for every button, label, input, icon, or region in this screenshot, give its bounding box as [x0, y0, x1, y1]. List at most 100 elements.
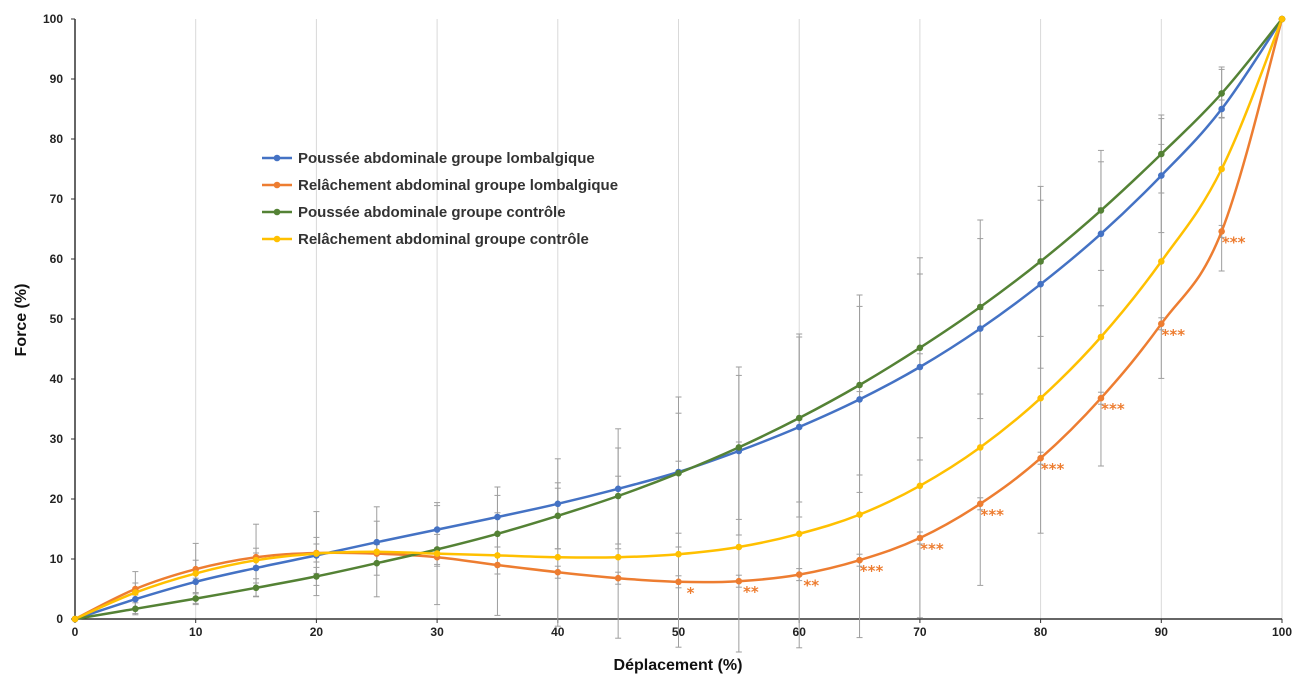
y-tick-labels: 0 10 20 30 40 50 60 70 80 90 100	[43, 12, 63, 626]
data-point-series-1	[373, 538, 381, 546]
data-point-series-4	[433, 550, 441, 557]
series-line-4	[74, 18, 1284, 621]
significance-stars: **	[803, 577, 819, 595]
y-tick-label: 90	[50, 72, 64, 86]
data-point-series-4	[494, 552, 501, 559]
data-point-series-2	[795, 571, 803, 578]
data-point-series-1	[1158, 172, 1165, 179]
data-point-series-3	[1158, 150, 1165, 158]
legend-label-2: Relâchement abdominal groupe lombalgique	[298, 177, 618, 194]
data-point-series-2	[1037, 454, 1044, 462]
data-point-series-2	[735, 577, 743, 585]
x-tick-label: 20	[310, 625, 324, 639]
data-point-series-1	[916, 363, 924, 371]
data-point-series-3	[916, 344, 924, 352]
data-point-series-3	[795, 414, 803, 422]
y-tick-label: 30	[50, 432, 64, 446]
data-point-series-4	[252, 556, 260, 564]
data-point-series-1	[494, 513, 501, 521]
significance-stars: ***	[920, 540, 944, 558]
y-tick-label: 40	[50, 372, 64, 386]
data-point-series-1	[554, 500, 562, 508]
data-point-series-2	[916, 534, 924, 542]
data-point-series-4	[675, 550, 682, 558]
data-point-series-1	[1037, 280, 1044, 288]
data-point-series-3	[1218, 90, 1225, 97]
data-point-series-4	[916, 482, 924, 490]
data-point-series-4	[132, 589, 139, 596]
data-point-series-4	[795, 530, 803, 538]
significance-stars: ***	[1162, 326, 1186, 344]
data-point-series-4	[313, 550, 320, 557]
x-tick-label: 30	[430, 625, 444, 639]
data-point-series-4	[1278, 15, 1286, 23]
data-point-series-1	[192, 578, 199, 586]
x-tick-label: 10	[189, 625, 203, 639]
data-point-series-2	[675, 578, 682, 586]
data-point-series-1	[976, 325, 984, 332]
data-point-series-4	[1158, 258, 1165, 265]
legend-marker-3	[273, 208, 281, 216]
legend-label-3: Poussée abdominale groupe contrôle	[298, 204, 566, 221]
data-point-series-2	[976, 500, 984, 508]
data-point-series-4	[373, 548, 381, 556]
data-point-series-4	[1037, 394, 1044, 402]
data-point-series-1	[252, 564, 260, 572]
data-point-series-3	[373, 559, 381, 567]
x-tick-label: 80	[1034, 625, 1048, 639]
data-point-series-3	[192, 595, 199, 602]
data-point-series-1	[132, 595, 139, 603]
y-tick-label: 10	[50, 552, 64, 566]
data-point-series-2	[1158, 320, 1165, 328]
series-points	[71, 15, 1286, 623]
data-point-series-3	[132, 605, 139, 613]
axes	[71, 18, 1283, 623]
significance-stars: ***	[1222, 233, 1246, 251]
data-point-series-4	[735, 543, 743, 551]
data-point-series-1	[1097, 230, 1105, 238]
data-point-series-2	[1097, 394, 1105, 402]
data-point-series-2	[614, 574, 622, 582]
y-axis-title: Force (%)	[13, 284, 30, 357]
significance-annotations: * ** ***********************	[687, 233, 1246, 601]
data-point-series-3	[856, 381, 863, 389]
significance-stars: *	[687, 584, 695, 602]
data-point-series-4	[192, 570, 199, 577]
data-point-series-4	[1218, 165, 1225, 173]
legend-label-1: Poussée abdominale groupe lombalgique	[298, 150, 595, 167]
data-point-series-4	[1097, 333, 1105, 341]
data-point-series-3	[494, 530, 501, 538]
data-point-series-3	[1037, 258, 1044, 265]
series-line-1	[74, 18, 1284, 621]
significance-stars: ***	[980, 506, 1004, 524]
y-tick-label: 80	[50, 132, 64, 146]
y-tick-label: 60	[50, 252, 64, 266]
y-tick-label: 20	[50, 492, 64, 506]
x-tick-labels: 0 10 20 30 40 50 60 70 80 90 100	[72, 625, 1293, 639]
series-line-2	[74, 18, 1284, 621]
x-tick-label: 70	[913, 625, 927, 639]
data-point-series-4	[614, 553, 622, 561]
significance-stars: ***	[860, 562, 884, 580]
y-tick-label: 70	[50, 192, 64, 206]
data-point-series-3	[554, 512, 562, 520]
data-point-series-3	[976, 303, 984, 311]
significance-stars: **	[743, 583, 759, 601]
y-tick-label: 50	[50, 312, 64, 326]
data-point-series-2	[1218, 228, 1225, 235]
data-point-series-2	[494, 561, 501, 569]
data-point-series-3	[675, 469, 682, 477]
legend: Poussée abdominale groupe lombalgique Rel…	[262, 150, 618, 248]
significance-stars: ***	[1041, 460, 1065, 478]
data-point-series-3	[252, 584, 260, 592]
data-point-series-1	[614, 485, 622, 493]
data-point-series-1	[1218, 105, 1225, 113]
x-tick-label: 100	[1272, 625, 1292, 639]
y-tick-label: 100	[43, 12, 63, 26]
legend-marker-1	[273, 154, 281, 162]
data-point-series-3	[614, 492, 622, 500]
data-point-series-2	[554, 568, 562, 576]
data-point-series-4	[554, 553, 562, 561]
x-tick-label: 40	[551, 625, 565, 639]
